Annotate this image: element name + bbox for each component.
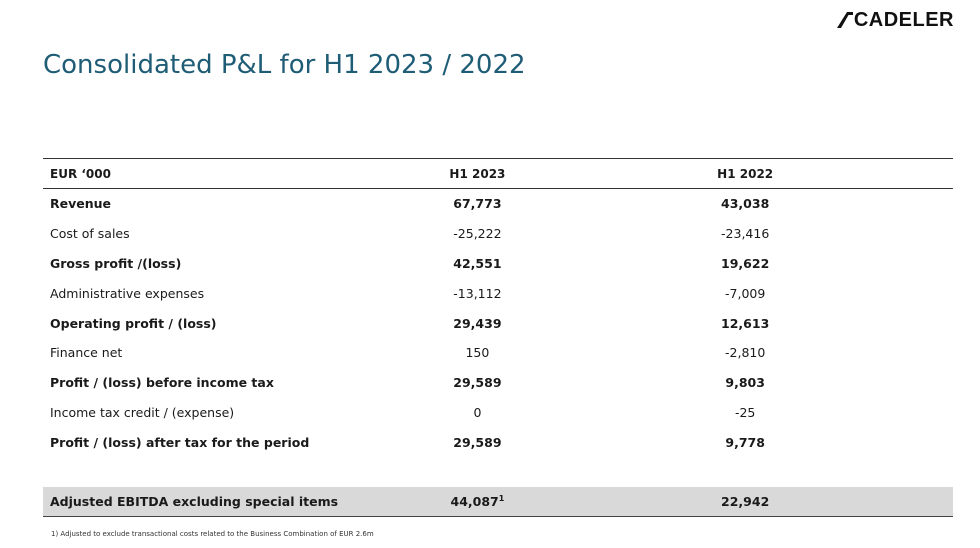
cadeler-mark-icon (836, 12, 853, 28)
footnote-marker: 1 (498, 494, 505, 504)
cell-h1-2023: -25,222 (453, 226, 502, 242)
footnote: 1) Adjusted to exclude transactional cos… (51, 530, 374, 538)
table-row: Administrative expenses -13,112 -7,009 (43, 278, 953, 308)
cell-h1-2022: 43,038 (721, 196, 770, 212)
page-title: Consolidated P&L for H1 2023 / 2022 (43, 50, 526, 80)
cell-h1-2022: 12,613 (721, 315, 770, 331)
row-label: Cost of sales (50, 226, 130, 242)
table-row: Income tax credit / (expense) 0 -25 (43, 398, 953, 428)
ebitda-row: Adjusted EBITDA excluding special items 4… (43, 487, 953, 518)
table-header-row: EUR ‘000 H1 2023 H1 2022 (43, 158, 953, 189)
ebitda-label: Adjusted EBITDA excluding special items (43, 487, 418, 518)
ebitda-h1-2022: 22,942 (537, 487, 953, 518)
row-label: Profit / (loss) before income tax (50, 375, 274, 391)
table-row: Finance net 150 -2,810 (43, 338, 953, 368)
cell-h1-2022: -23,416 (721, 226, 770, 242)
cell-h1-2023: 29,589 (453, 375, 502, 391)
cell-h1-2023: 67,773 (453, 196, 502, 212)
table-row: Cost of sales -25,222 -23,416 (43, 219, 953, 249)
company-logo: CADELER (836, 9, 954, 31)
cell-h1-2022: 19,622 (721, 255, 770, 271)
header-h1-2022: H1 2022 (717, 166, 774, 181)
header-h1-2023: H1 2023 (449, 166, 506, 181)
cell-h1-2023: -13,112 (453, 285, 502, 301)
cell-h1-2023: 29,589 (453, 434, 502, 450)
cell-h1-2022: -7,009 (725, 285, 766, 301)
row-label: Profit / (loss) after tax for the period (50, 434, 310, 450)
row-label: Administrative expenses (50, 285, 205, 301)
row-label: Finance net (50, 345, 123, 361)
table-row: Profit / (loss) before income tax 29,589 9… (43, 368, 953, 398)
cell-h1-2022: 9,778 (725, 434, 765, 450)
cell-h1-2023: 42,551 (453, 255, 502, 271)
row-label: Revenue (50, 196, 112, 212)
cell-h1-2022: 9,803 (725, 375, 765, 391)
table-row: Gross profit /(loss) 42,551 19,622 (43, 249, 953, 279)
table-row: Profit / (loss) after tax for the period… (43, 427, 953, 457)
ebitda-h1-2023: 44,0871 (417, 487, 538, 518)
table-row: Revenue 67,773 43,038 (43, 189, 953, 219)
cell-h1-2023: 150 (465, 345, 490, 361)
row-label: Operating profit / (loss) (50, 315, 217, 331)
pl-table: EUR ‘000 H1 2023 H1 2022 Revenue 67,773 43… (43, 158, 953, 518)
logo-text: CADELER (853, 9, 954, 31)
spacer-row (43, 457, 953, 487)
spacer-cell (43, 457, 953, 487)
row-label: Gross profit /(loss) (50, 255, 182, 271)
header-label: EUR ‘000 (50, 166, 111, 181)
cell-h1-2022: -25 (734, 404, 756, 420)
cell-h1-2022: -2,810 (725, 345, 766, 361)
ebitda-h1-2023-value: 44,087 (450, 494, 499, 510)
cell-h1-2023: 0 (473, 404, 482, 420)
table-row: Operating profit / (loss) 29,439 12,613 (43, 308, 953, 338)
table-body: Revenue 67,773 43,038 Cost of sales -25,222 -… (43, 189, 953, 518)
row-label: Income tax credit / (expense) (50, 404, 235, 420)
cell-h1-2023: 29,439 (453, 315, 502, 331)
